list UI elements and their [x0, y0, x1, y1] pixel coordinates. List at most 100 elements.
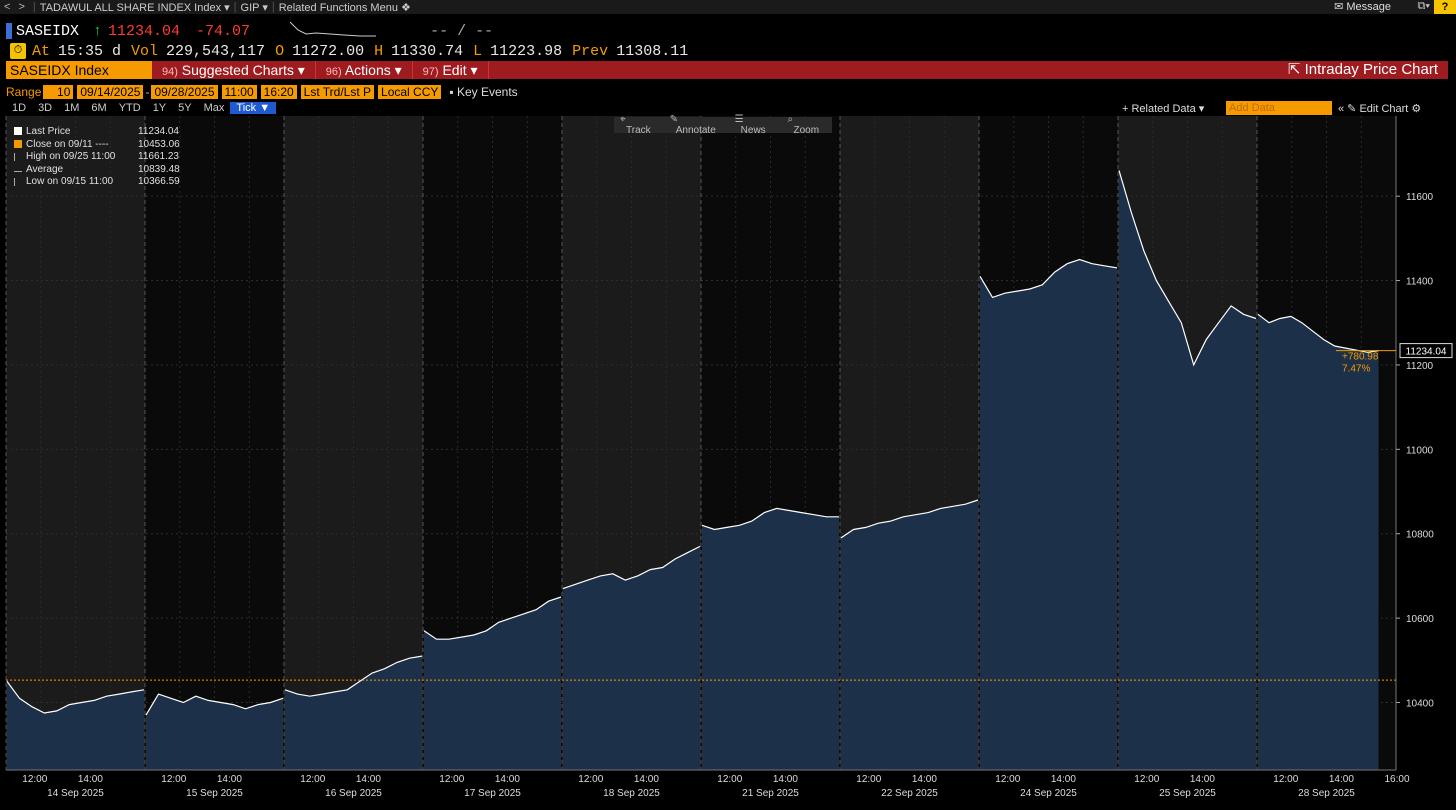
track-label: Track [626, 125, 651, 136]
legend-value: 10839.48 [138, 163, 180, 175]
x-tick-label: 14:00 [217, 774, 242, 785]
x-date-label: 15 Sep 2025 [186, 788, 243, 799]
x-tick-label: 14:00 [1051, 774, 1076, 785]
end-time-input[interactable]: 16:20 [260, 85, 297, 99]
message-button[interactable]: ✉ Message [1334, 1, 1391, 13]
x-tick-label: 14:00 [356, 774, 381, 785]
message-label: Message [1346, 1, 1391, 13]
security-field[interactable]: SASEIDX Index [6, 61, 152, 79]
timeframe-3d[interactable]: 3D [38, 102, 53, 114]
related-functions-menu[interactable]: Related Functions Menu ❖ [278, 1, 411, 14]
function-menubar: SASEIDX Index 94) Suggested Charts ▾ 96)… [6, 61, 1448, 79]
x-date-label: 18 Sep 2025 [603, 788, 660, 799]
actions-menu[interactable]: 96) Actions ▾ [316, 61, 413, 79]
y-tick-label: 11200 [1406, 361, 1434, 372]
timeframe-1m[interactable]: 1M [64, 102, 80, 114]
add-data-input[interactable]: Add Data [1226, 101, 1332, 115]
timeframe-max[interactable]: Max [203, 102, 225, 114]
clock-icon[interactable]: ⏱ [10, 43, 26, 59]
key-events-label: Key Events [456, 85, 518, 99]
price-line [284, 655, 423, 697]
gip-dropdown[interactable]: GIP ▾ [240, 1, 268, 14]
prev-label: Prev [572, 42, 609, 60]
x-tick-label: 12:00 [1273, 774, 1298, 785]
edit-menu[interactable]: 97) Edit ▾ [413, 61, 489, 79]
x-tick-label: 12:00 [578, 774, 603, 785]
bid-ask: -- / -- [430, 22, 494, 40]
low-label: L [473, 42, 483, 60]
menu-number: 97) [422, 66, 439, 78]
price-line [6, 681, 145, 714]
legend-value: 10453.06 [138, 138, 180, 150]
x-tick-label: 12:00 [161, 774, 186, 785]
price-areas [7, 170, 1379, 770]
legend-row: Low on 09/15 11:00 10366.59 [14, 176, 180, 189]
menu-label: Actions ▾ [344, 62, 402, 78]
legend-value: 11234.04 [138, 126, 179, 137]
x-tick-label: 12:00 [995, 774, 1020, 785]
x-tick-label: 12:00 [856, 774, 881, 785]
news-label: News [740, 125, 766, 136]
x-date-label: 17 Sep 2025 [464, 788, 521, 799]
help-button[interactable]: ? [1434, 0, 1456, 14]
date-separator: - [145, 85, 150, 99]
low-value: 11223.98 [490, 42, 563, 60]
price-chart[interactable]: 10400 10600 10800 11000 11200 11400 11600 12:0… [0, 116, 1456, 810]
window-icon[interactable]: ⧉▾ [1417, 0, 1430, 12]
legend-row: Average 10839.48 [14, 164, 180, 177]
x-tick-label: 12:00 [300, 774, 325, 785]
x-tick-label: 14:00 [1190, 774, 1215, 785]
price-line [840, 499, 979, 539]
price-area [7, 681, 144, 770]
annotate-tool[interactable]: ✎ Annotate [664, 114, 729, 136]
x-tick-label: 12:00 [439, 774, 464, 785]
forward-icon[interactable]: > [18, 1, 25, 13]
menu-number: 94) [162, 66, 178, 78]
back-icon[interactable]: < [4, 1, 11, 13]
price-area [702, 508, 839, 770]
timeframe-1y[interactable]: 1Y [152, 102, 167, 114]
stats-row: ⏱ At 15:35 d Vol 229,543,117 O 11272.00 … [10, 42, 698, 60]
x-tick-label: 14:00 [773, 774, 798, 785]
y-axis: 10400 10600 10800 11000 11200 11400 11600 [1395, 116, 1434, 770]
timeframe-5y[interactable]: 5Y [178, 102, 192, 114]
legend-value: 10366.59 [138, 176, 180, 188]
start-time-input[interactable]: 11:00 [221, 85, 257, 99]
edit-chart-button[interactable]: « ✎ Edit Chart ⚙ [1338, 102, 1422, 115]
security-dropdown[interactable]: TADAWUL ALL SHARE INDEX Index ▾ [39, 1, 230, 14]
key-events-checkbox[interactable]: ▪ Key Events [449, 85, 518, 99]
x-tick-label: 12:00 [717, 774, 742, 785]
x-tick-label: 16:00 [1384, 774, 1409, 785]
x-tick-label: 12:00 [1134, 774, 1159, 785]
end-date-input[interactable]: 09/28/2025 [151, 85, 218, 99]
related-data-button[interactable]: + Related Data ▾ [1122, 102, 1205, 115]
zoom-tool[interactable]: ⌕ Zoom [782, 114, 832, 136]
start-date-input[interactable]: 09/14/2025 [77, 85, 144, 99]
timeframe-tick[interactable]: Tick ▼ [230, 102, 277, 114]
track-tool[interactable]: ⌖ Track [614, 114, 664, 136]
timeframe-1d[interactable]: 1D [12, 102, 27, 114]
price-area [841, 500, 978, 770]
chart-title-text: Intraday Price Chart [1304, 61, 1438, 78]
timeframe-ytd[interactable]: YTD [118, 102, 141, 114]
suggested-charts-menu[interactable]: 94) Suggested Charts ▾ [152, 61, 316, 79]
price-mode-select[interactable]: Lst Trd/Lst P [300, 85, 375, 99]
currency-select[interactable]: Local CCY [378, 85, 442, 99]
last-price-text: 11234.04 [1406, 347, 1447, 358]
x-tick-label: 14:00 [634, 774, 659, 785]
price-line [1118, 170, 1257, 367]
menu-label: Suggested Charts ▾ [181, 62, 305, 78]
x-tick-label: 12:00 [22, 774, 47, 785]
ticker: SASEIDX [16, 22, 80, 40]
range-count-input[interactable]: 10 [43, 85, 74, 99]
ticker-color-marker [6, 23, 12, 39]
news-tool[interactable]: ☰ News [729, 114, 782, 136]
popout-icon[interactable]: ⇱ [1287, 61, 1301, 78]
open-label: O [275, 42, 285, 60]
timeframe-6m[interactable]: 6M [91, 102, 107, 114]
legend-row: Last Price 11234.04 [14, 126, 180, 139]
legend-swatch [14, 127, 22, 136]
high-value: 11330.74 [391, 42, 464, 60]
chart-title: ⇱ Intraday Price Chart [1288, 61, 1438, 79]
